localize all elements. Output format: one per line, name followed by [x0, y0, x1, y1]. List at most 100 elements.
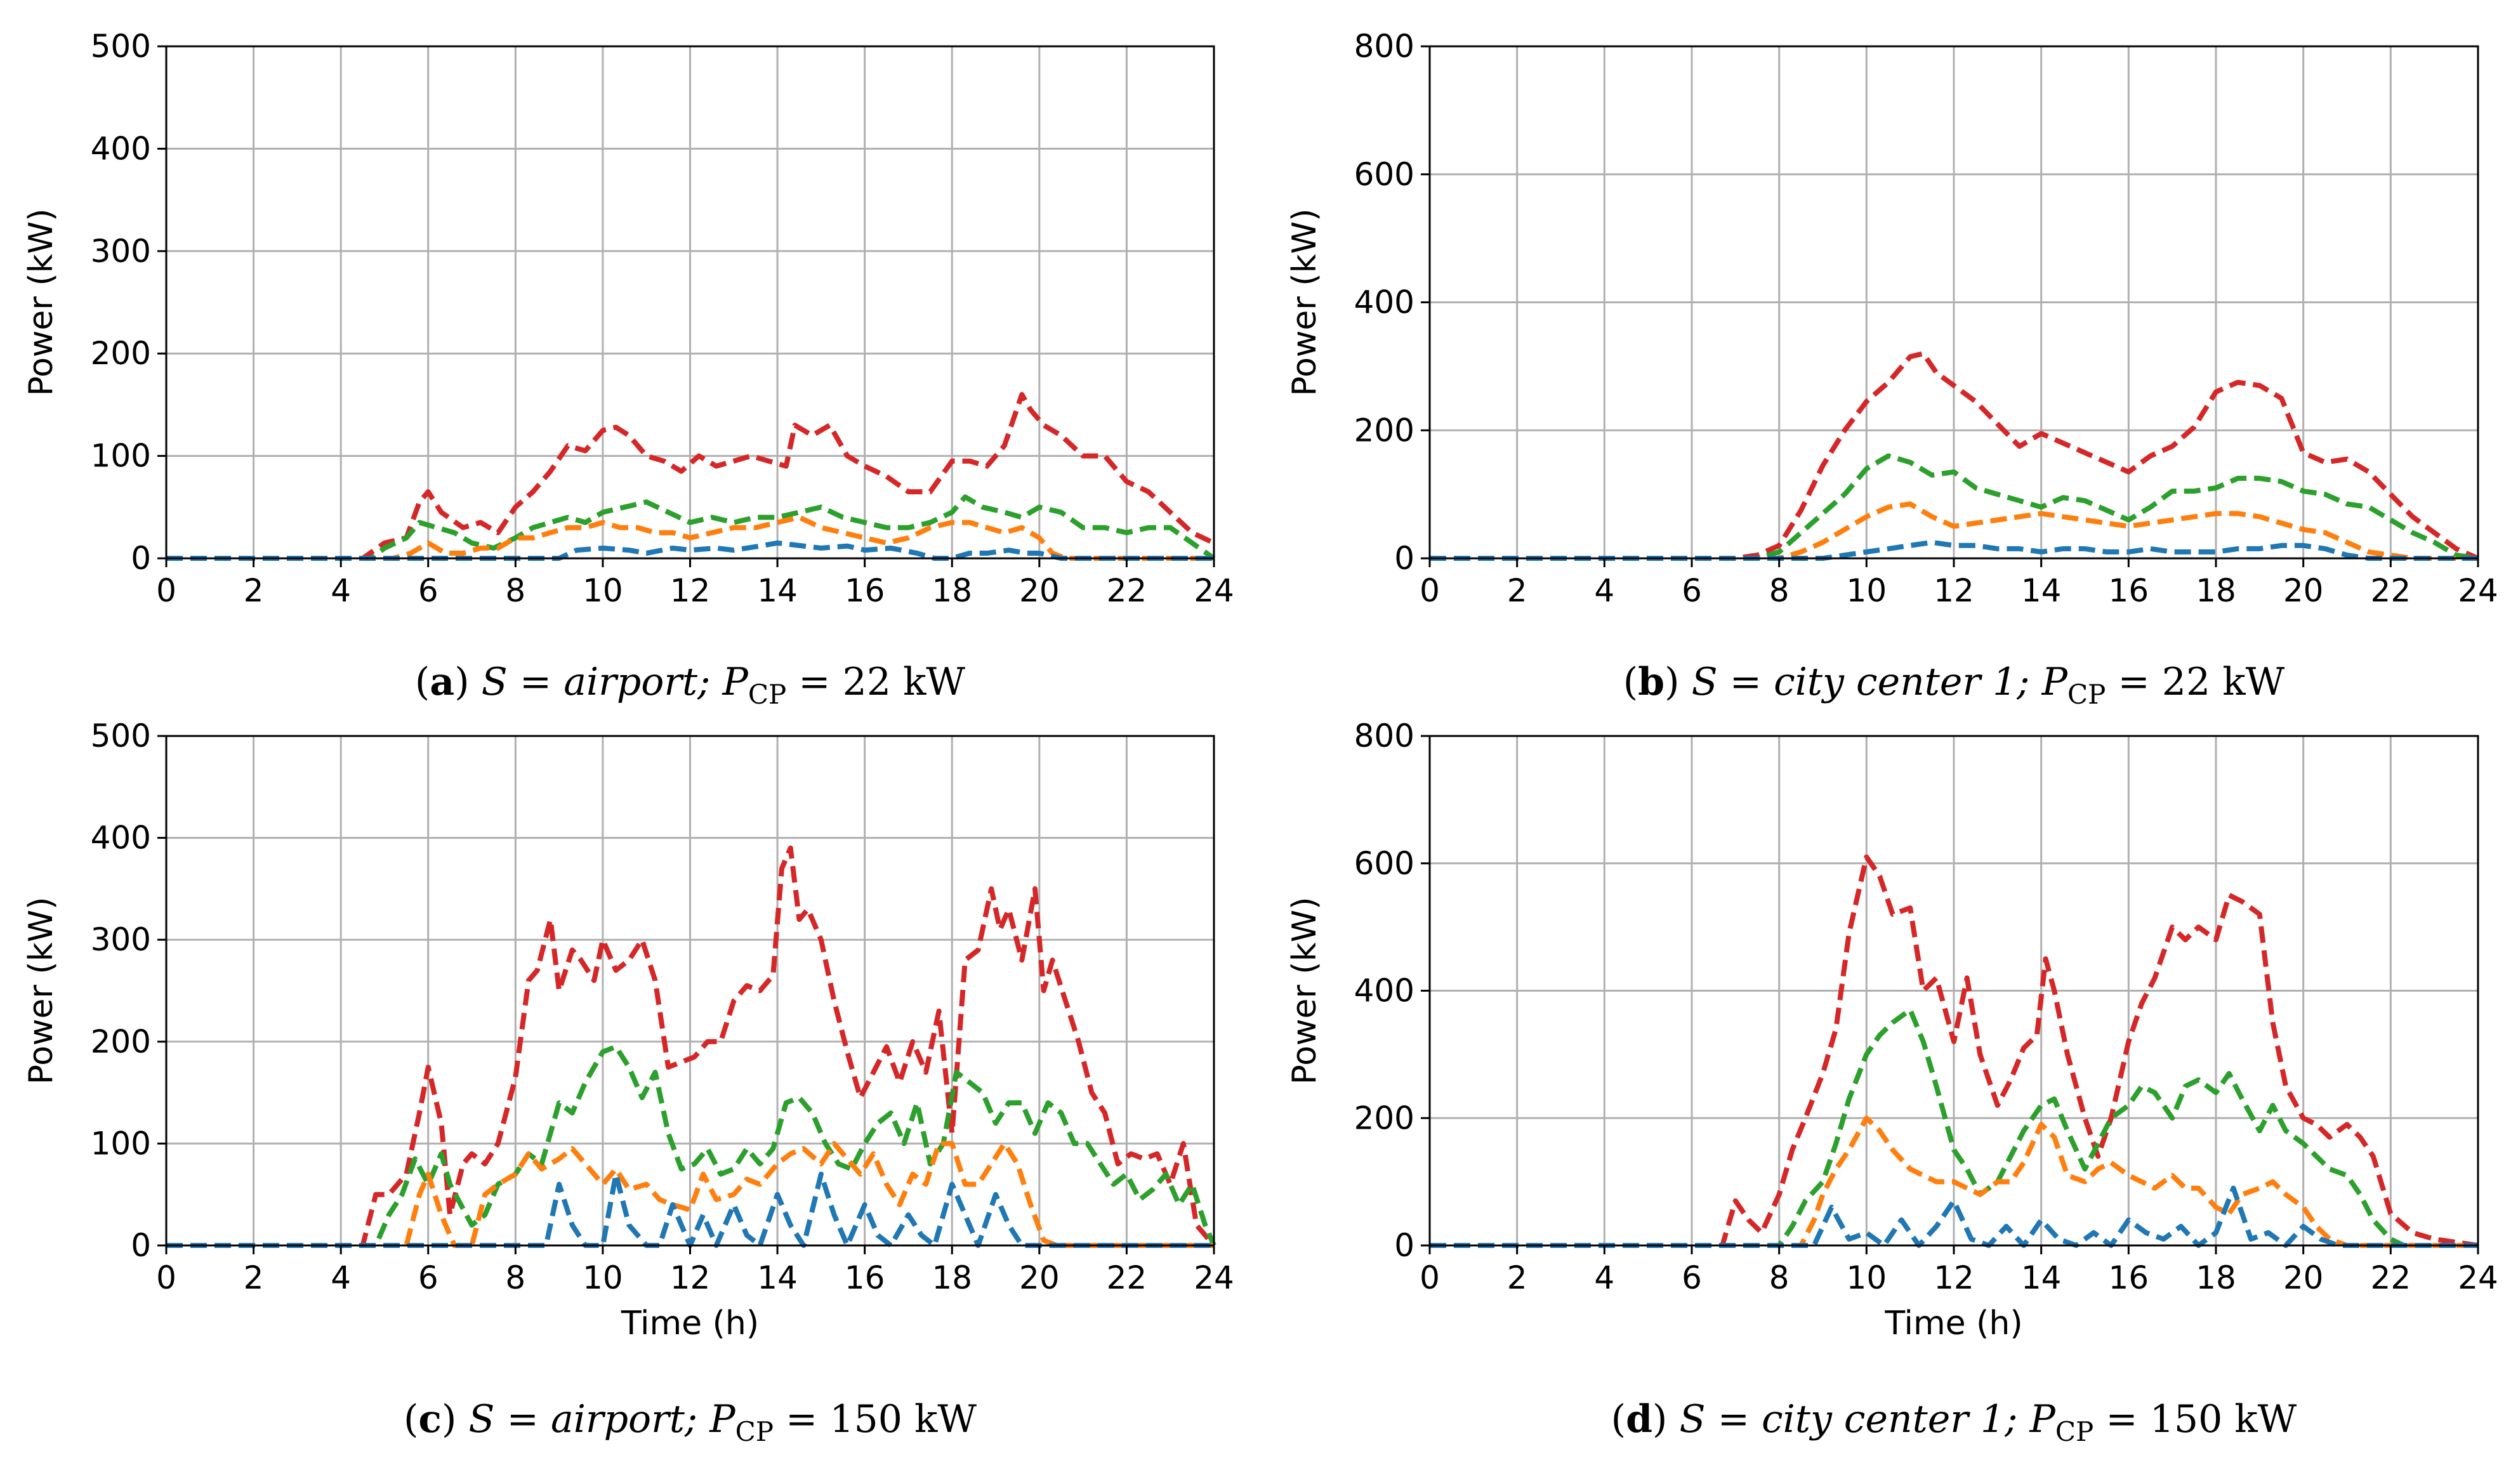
panel-caption: (a) S = airport; PCP = 22 kW [415, 660, 966, 710]
y-tick-label: 200 [91, 1023, 151, 1060]
x-tick-label: 0 [156, 572, 176, 609]
series-line-q2 [1430, 501, 2478, 561]
series-line-total [1430, 854, 2479, 1248]
y-tick-label: 400 [1354, 284, 1414, 321]
panel-caption: (d) S = city center 1; PCP = 150 kW [1611, 1397, 2297, 1447]
x-tick-label: 2 [244, 1259, 264, 1296]
series-line-q2 [166, 1141, 1214, 1248]
x-tick-label: 20 [1019, 572, 1060, 609]
x-tick-label: 10 [583, 1259, 623, 1296]
caption-letter: d [1626, 1397, 1652, 1441]
caption-paren-open: ( [1623, 660, 1638, 704]
x-tick-label: 22 [1107, 1259, 1147, 1296]
caption-letter: b [1638, 660, 1664, 704]
caption-subscript: CP [748, 679, 786, 710]
x-tick-label: 20 [1019, 1259, 1060, 1296]
x-tick-label: 10 [1847, 1259, 1887, 1296]
chart-panel-c: 0 2 4 6 8 10 12 14 16 18 20 22 240100200300400500Pow… [22, 718, 1234, 1447]
series-line-q3 [166, 494, 1216, 561]
x-tick-label: 4 [331, 1259, 351, 1296]
x-tick-label: 14 [757, 572, 798, 609]
chart-panel-a: 0 2 4 6 8 10 12 14 16 18 20 22 240100200300400500Pow… [22, 28, 1234, 710]
y-tick-label: 400 [1354, 973, 1414, 1009]
y-tick-label: 200 [1354, 1100, 1414, 1136]
series-line-q3 [1430, 1007, 2478, 1248]
x-tick-label: 2 [1507, 572, 1527, 609]
series-line-q3 [1430, 453, 2479, 561]
x-tick-label: 20 [2283, 572, 2324, 609]
caption-tail: = 150 kW [2093, 1397, 2297, 1441]
caption-paren-open: ( [1611, 1397, 1626, 1441]
y-tick-label: 300 [91, 921, 151, 958]
y-tick-label: 600 [1354, 845, 1414, 882]
series-line-q2 [166, 515, 1214, 561]
y-axis-label: Power (kW) [22, 209, 60, 397]
x-tick-label: 6 [1682, 1259, 1702, 1296]
x-tick-label: 2 [244, 572, 264, 609]
caption-subscript: CP [2067, 679, 2106, 710]
caption-text: S = city center 1; P [1680, 660, 2069, 704]
caption-text: S = city center 1; P [1667, 1397, 2056, 1441]
y-tick-label: 200 [91, 335, 151, 372]
y-axis-label: Power (kW) [1286, 209, 1324, 397]
x-axis-label: Time (h) [621, 1304, 759, 1343]
x-tick-label: 16 [845, 1259, 885, 1296]
series-line-q1 [166, 1171, 1214, 1248]
caption-paren-open: ( [415, 660, 430, 704]
x-tick-label: 10 [1847, 572, 1887, 609]
y-axis-label: Power (kW) [22, 897, 60, 1085]
x-tick-label: 2 [1507, 1259, 1527, 1296]
x-tick-label: 14 [2021, 1259, 2062, 1296]
x-axis-label: Time (h) [1884, 1304, 2022, 1343]
x-tick-label: 24 [2458, 1259, 2498, 1296]
x-tick-label: 16 [845, 572, 885, 609]
x-tick-label: 12 [1934, 1259, 1974, 1296]
x-tick-label: 14 [2021, 572, 2062, 609]
caption-paren-close: ) [442, 1397, 456, 1441]
y-tick-label: 600 [1354, 156, 1414, 193]
series-line-total [166, 845, 1216, 1248]
caption-paren-close: ) [1652, 1397, 1667, 1441]
series-line-total [166, 391, 1215, 561]
series-line-q1 [166, 540, 1214, 561]
y-tick-label: 0 [1394, 540, 1414, 577]
series-line-q1 [1430, 539, 2478, 561]
y-tick-label: 0 [1394, 1227, 1414, 1264]
y-tick-label: 0 [131, 1227, 151, 1264]
x-tick-label: 8 [1769, 1259, 1790, 1296]
caption-tail: = 150 kW [774, 1397, 977, 1441]
y-tick-label: 100 [91, 438, 151, 475]
x-tick-label: 10 [583, 572, 623, 609]
series-line-total [1430, 351, 2479, 561]
caption-paren-open: ( [404, 1397, 418, 1441]
y-tick-label: 200 [1354, 412, 1414, 449]
x-tick-label: 6 [418, 1259, 438, 1296]
x-tick-label: 12 [1934, 572, 1974, 609]
x-tick-label: 16 [2109, 1259, 2149, 1296]
x-tick-label: 14 [757, 1259, 798, 1296]
y-tick-label: 500 [91, 718, 151, 754]
caption-paren-close: ) [1664, 660, 1679, 704]
y-tick-label: 500 [91, 28, 151, 65]
x-tick-label: 24 [1194, 1259, 1234, 1296]
caption-text: S = airport; P [470, 660, 749, 704]
x-tick-label: 4 [1594, 1259, 1614, 1296]
x-tick-label: 24 [1194, 572, 1234, 609]
x-tick-label: 6 [1682, 572, 1702, 609]
x-tick-label: 22 [2371, 572, 2411, 609]
x-tick-label: 4 [1594, 572, 1614, 609]
x-tick-label: 8 [1769, 572, 1790, 609]
y-tick-label: 300 [91, 233, 151, 270]
x-tick-label: 22 [2371, 1259, 2411, 1296]
x-tick-label: 6 [418, 572, 438, 609]
caption-tail: = 22 kW [2106, 660, 2284, 704]
x-tick-label: 8 [505, 572, 525, 609]
x-tick-label: 24 [2458, 572, 2498, 609]
x-tick-label: 12 [670, 1259, 711, 1296]
caption-letter: a [430, 660, 454, 704]
y-tick-label: 800 [1354, 28, 1414, 65]
y-tick-label: 800 [1354, 718, 1414, 754]
x-tick-label: 8 [505, 1259, 525, 1296]
x-tick-label: 18 [2196, 572, 2236, 609]
